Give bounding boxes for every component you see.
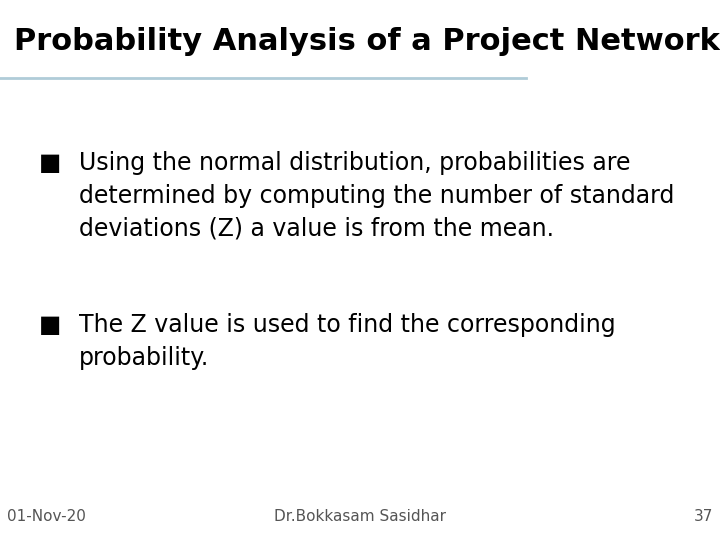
Text: Dr.Bokkasam Sasidhar: Dr.Bokkasam Sasidhar (274, 509, 446, 524)
Text: The Z value is used to find the corresponding
probability.: The Z value is used to find the correspo… (79, 313, 616, 370)
Text: 01-Nov-20: 01-Nov-20 (7, 509, 86, 524)
Text: 37: 37 (693, 509, 713, 524)
Text: ■: ■ (39, 151, 62, 175)
Text: Probability Analysis of a Project Network: Probability Analysis of a Project Networ… (14, 27, 720, 56)
Text: Using the normal distribution, probabilities are
determined by computing the num: Using the normal distribution, probabili… (79, 151, 675, 240)
Text: ■: ■ (39, 313, 62, 337)
